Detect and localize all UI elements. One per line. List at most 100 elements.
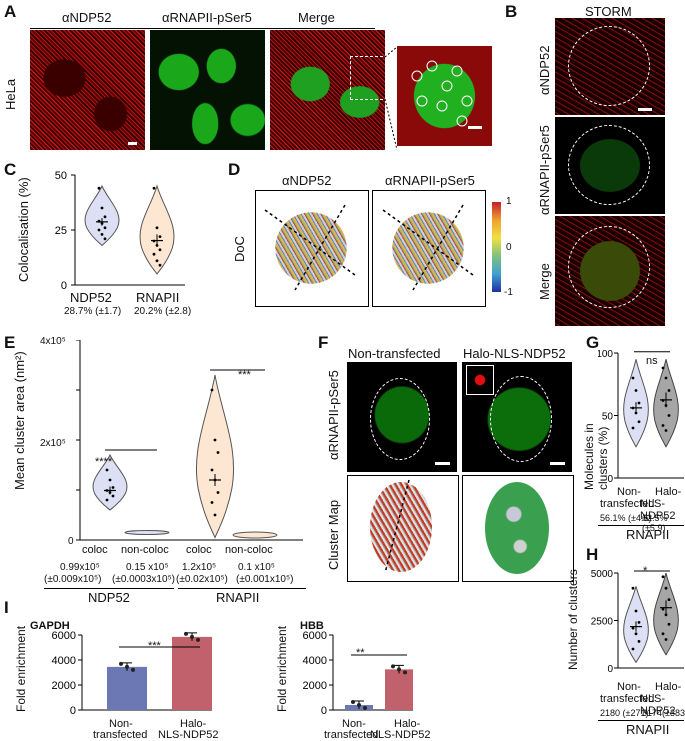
panel-d-cb-bot: -1: [504, 287, 513, 298]
panel-c-cat1: NDP52: [70, 290, 112, 305]
panel-c-ndp52-point: [97, 186, 101, 190]
panel-i-chart1-title: GAPDH: [30, 620, 70, 632]
panel-g-v2-point: [667, 389, 671, 392]
panel-i-ylabel-2: Fold enrichment: [275, 625, 289, 712]
panel-e-chart: [76, 340, 303, 541]
panel-i-hbb-ytick-label: 4000: [303, 655, 327, 667]
panel-d-doc-rnapii: [376, 196, 480, 300]
panel-i-hbb-cat2a: Halo-: [394, 718, 421, 730]
panel-e-v1: 0.99x10⁵: [60, 562, 100, 573]
panel-c-rnapii-point: [155, 226, 159, 230]
panel-e-tick2: non-coloc: [121, 544, 169, 556]
panel-f-outline-1: [370, 378, 430, 460]
panel-a-merge-image: [270, 30, 385, 150]
panel-e-g3-point: [216, 451, 220, 454]
panel-a-scalebar-1: [128, 142, 137, 145]
panel-h-letter: H: [586, 545, 599, 564]
panel-h-sub2: 3174(±383): [642, 708, 685, 718]
panel-a-col2-label: αRNAPII-pSer5: [162, 10, 252, 25]
panel-a-scalebar-2: [468, 126, 482, 129]
panel-e-v3e: (±0.02x10⁵): [176, 574, 228, 585]
panel-e-g3-point: [210, 501, 214, 504]
panel-c-ndp52-point: [103, 237, 107, 241]
panel-i-hbb-ytick-label: 2000: [303, 680, 327, 692]
panel-c-letter: C: [4, 160, 17, 179]
panel-b-letter: B: [505, 2, 518, 21]
panel-h-sig: *: [643, 565, 648, 577]
panel-c-ndp52-point: [97, 228, 101, 232]
panel-h-cat2b: NLS-NDP52: [640, 693, 676, 717]
panel-h-chart: 5000 2500 0: [591, 569, 684, 675]
panel-i-ylabel-1: Fold enrichment: [14, 625, 28, 712]
panel-d-cb-mid: 0: [506, 242, 512, 253]
panel-h-v1-point: [631, 586, 635, 590]
panel-i-hbb-bar-point: [397, 667, 401, 672]
panel-h-v2-point: [661, 607, 665, 611]
panel-i-gapdh-bar: [172, 636, 212, 710]
panel-i-gapdh-bar-point: [131, 667, 135, 672]
panel-g-v2-point: [661, 424, 665, 427]
panel-d-dashed-lines: [264, 204, 474, 291]
panel-f-row2-label: Cluster Map: [326, 499, 341, 570]
panel-h-ylabel: Number of clusters: [566, 569, 580, 670]
panel-e-g3-point: [210, 468, 214, 472]
panel-a-rnapii-image: [150, 30, 265, 150]
panel-a-zoom-box: [350, 56, 388, 100]
panel-e-ymid: 2x10⁵: [40, 438, 66, 449]
panel-e-tick4: non-coloc: [225, 544, 273, 556]
panel-h-v2-point: [664, 638, 668, 641]
panel-c-cat2: RNAPII: [136, 290, 180, 305]
panel-d-frame-2: [372, 190, 486, 307]
panel-g-v2-point: [664, 429, 668, 432]
panel-f-col2: Halo-NLS-NDP52: [463, 346, 566, 361]
panel-c-chart: 50 25 0: [55, 170, 185, 292]
panel-f-outline-2: [490, 376, 552, 462]
panel-h-v1-point: [631, 626, 635, 630]
panel-i-hbb-bar-point: [403, 670, 407, 675]
panel-e-tick1: coloc: [82, 544, 108, 556]
panel-h-ytick-label: 0: [607, 664, 613, 675]
panel-c-rnapii-point: [158, 248, 162, 252]
panel-c-ndp52-point: [103, 226, 107, 230]
panel-i-gapdh-bar-point: [119, 661, 123, 666]
panel-e-g3-point: [216, 491, 220, 494]
panel-e-letter: E: [4, 333, 16, 352]
panel-f-cluster-map-1: [370, 482, 432, 572]
panel-i-hbb-bar-point: [391, 664, 395, 669]
panel-g-ytick-label: 100: [598, 349, 613, 360]
panel-d-rowlabel: DoC: [232, 235, 247, 262]
panel-g-ytick-label: 50: [602, 412, 614, 423]
panel-e-ytop: 4x10⁵: [40, 336, 66, 347]
panel-c-ylabel: Colocalisation (%): [16, 177, 31, 282]
panel-b-scalebar: [638, 108, 652, 111]
panel-a-ndp52-image: [30, 30, 145, 150]
panel-f-map-dashed: [384, 479, 410, 574]
panel-i-cat1b: transfected: [93, 729, 148, 741]
panel-g-sig: ns: [646, 355, 658, 367]
panel-b-title: STORM: [585, 4, 632, 19]
panel-i-hbb-bar-point: [363, 706, 367, 710]
panel-i-hbb-bar: [385, 669, 413, 710]
panel-i-letter: I: [4, 598, 9, 617]
panel-f-letter: F: [318, 333, 329, 352]
panel-e-group2: RNAPII: [216, 590, 260, 605]
panel-f-scalebar-2: [550, 462, 565, 465]
panel-a-zoom-circles: [411, 60, 473, 127]
panel-d-cb-top: 1: [506, 196, 512, 207]
panel-a-col1-label: αNDP52: [62, 10, 112, 25]
panel-i-chart2-title: HBB: [300, 620, 324, 632]
panel-e-g3-point: [210, 388, 214, 392]
panel-e-g1-point: [105, 498, 109, 502]
panel-e-g3-point: [213, 513, 217, 517]
panel-g-sub2: 62.5% (±5.9): [642, 513, 668, 533]
panel-h-v1-point: [631, 647, 635, 651]
panel-i-gapdh-bar-point: [125, 664, 129, 669]
panel-i-hbb-cat2b: NLS-NDP52: [370, 729, 431, 741]
panel-g-v1-point: [631, 376, 635, 380]
panel-i-gapdh-ytick-label: 6000: [52, 630, 76, 642]
panel-i-cat2a: Halo-: [180, 718, 207, 730]
panel-c-rnapii-point: [152, 252, 156, 256]
panel-h-sub1: 2180 (±271): [600, 708, 649, 718]
panel-i-hbb-ytick-label: 6000: [303, 630, 327, 642]
panel-h-v2-point: [667, 598, 671, 601]
